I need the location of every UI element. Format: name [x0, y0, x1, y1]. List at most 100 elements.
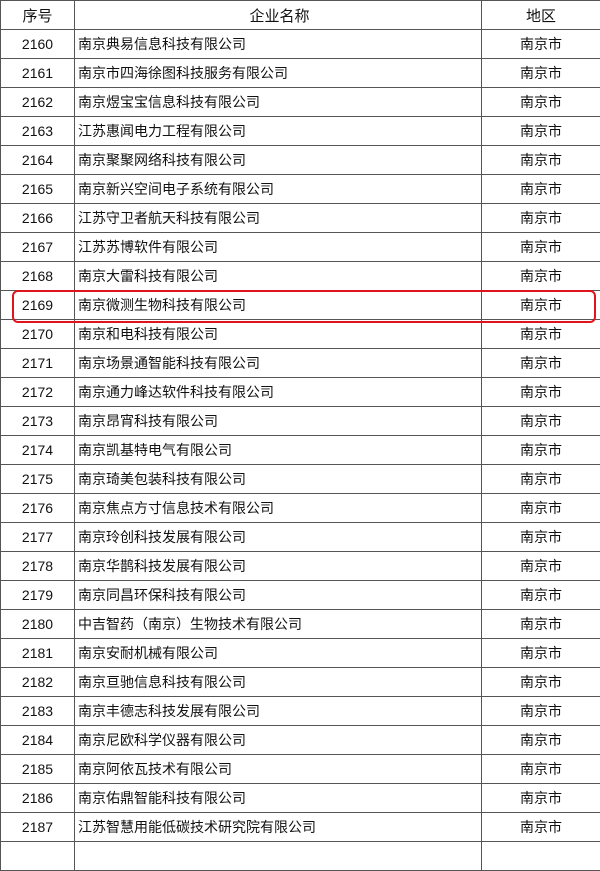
row-region: 南京市 [482, 784, 600, 813]
row-no: 2183 [1, 697, 75, 726]
row-company-name: 南京安耐机械有限公司 [75, 639, 482, 668]
row-company-name: 南京阿依瓦技术有限公司 [75, 755, 482, 784]
row-no: 2177 [1, 523, 75, 552]
row-region: 南京市 [482, 726, 600, 755]
row-company-name: 南京昂宵科技有限公司 [75, 407, 482, 436]
row-region: 南京市 [482, 755, 600, 784]
row-region: 南京市 [482, 233, 600, 262]
row-region: 南京市 [482, 117, 600, 146]
row-no: 2185 [1, 755, 75, 784]
row-company-name: 南京新兴空间电子系统有限公司 [75, 175, 482, 204]
row-company-name: 南京场景通智能科技有限公司 [75, 349, 482, 378]
row-region: 南京市 [482, 291, 600, 320]
row-company-name: 南京市四海徐图科技服务有限公司 [75, 59, 482, 88]
row-region: 南京市 [482, 378, 600, 407]
row-region: 南京市 [482, 523, 600, 552]
row-region: 南京市 [482, 320, 600, 349]
row-region: 南京市 [482, 494, 600, 523]
row-company-name: 南京琦美包装科技有限公司 [75, 465, 482, 494]
row-no: 2174 [1, 436, 75, 465]
row-region: 南京市 [482, 88, 600, 117]
row-company-name: 南京华鹊科技发展有限公司 [75, 552, 482, 581]
header-no: 序号 [1, 1, 75, 30]
row-region: 南京市 [482, 668, 600, 697]
row-company-name: 江苏苏博软件有限公司 [75, 233, 482, 262]
row-no: 2175 [1, 465, 75, 494]
row-company-name: 中吉智药（南京）生物技术有限公司 [75, 610, 482, 639]
row-company-name: 南京亘驰信息科技有限公司 [75, 668, 482, 697]
row-no: 2182 [1, 668, 75, 697]
row-region: 南京市 [482, 407, 600, 436]
row-region: 南京市 [482, 204, 600, 233]
row-company-name: 南京凯基特电气有限公司 [75, 436, 482, 465]
row-region: 南京市 [482, 697, 600, 726]
row-company-name: 南京典易信息科技有限公司 [75, 30, 482, 59]
row-region: 南京市 [482, 465, 600, 494]
row-no: 2178 [1, 552, 75, 581]
row-company-name: 南京大雷科技有限公司 [75, 262, 482, 291]
row-region: 南京市 [482, 552, 600, 581]
header-region: 地区 [482, 1, 600, 30]
row-company-name: 南京煜宝宝信息科技有限公司 [75, 88, 482, 117]
row-no: 2172 [1, 378, 75, 407]
row-region: 南京市 [482, 581, 600, 610]
row-region: 南京市 [482, 175, 600, 204]
row-no: 2163 [1, 117, 75, 146]
row-no: 2181 [1, 639, 75, 668]
row-no: 2160 [1, 30, 75, 59]
row-company-name: 江苏守卫者航天科技有限公司 [75, 204, 482, 233]
row-no: 2167 [1, 233, 75, 262]
row-no: 2187 [1, 813, 75, 842]
row-company-name: 南京丰德志科技发展有限公司 [75, 697, 482, 726]
row-no: 2168 [1, 262, 75, 291]
row-cell [1, 842, 75, 871]
row-region: 南京市 [482, 30, 600, 59]
row-region: 南京市 [482, 639, 600, 668]
row-no: 2169 [1, 291, 75, 320]
row-no: 2184 [1, 726, 75, 755]
row-cell [482, 842, 600, 871]
row-no: 2171 [1, 349, 75, 378]
row-region: 南京市 [482, 59, 600, 88]
table-header-row: 序号 企业名称 地区 [1, 1, 600, 30]
header-name: 企业名称 [75, 1, 482, 30]
row-no: 2164 [1, 146, 75, 175]
row-company-name: 南京和电科技有限公司 [75, 320, 482, 349]
row-no: 2186 [1, 784, 75, 813]
row-region: 南京市 [482, 262, 600, 291]
row-company-name: 江苏惠闻电力工程有限公司 [75, 117, 482, 146]
row-company-name: 南京聚聚网络科技有限公司 [75, 146, 482, 175]
row-cell [75, 842, 482, 871]
row-company-name: 南京尼欧科学仪器有限公司 [75, 726, 482, 755]
row-no: 2165 [1, 175, 75, 204]
row-no: 2176 [1, 494, 75, 523]
row-company-name: 南京焦点方寸信息技术有限公司 [75, 494, 482, 523]
row-no: 2173 [1, 407, 75, 436]
row-region: 南京市 [482, 813, 600, 842]
row-region: 南京市 [482, 349, 600, 378]
